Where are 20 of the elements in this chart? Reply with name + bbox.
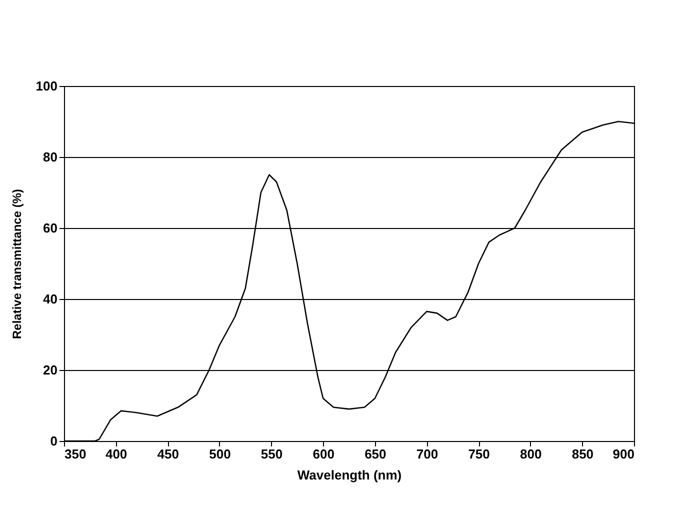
x-tick-label: 750 — [468, 446, 490, 462]
y-tick-label: 40 — [43, 292, 58, 306]
x-tick-label: 650 — [364, 446, 386, 462]
y-tick-label: 20 — [43, 362, 58, 378]
y-tick-label: 60 — [43, 220, 58, 236]
x-tick-label: 600 — [312, 446, 334, 462]
y-tick-label: 80 — [43, 150, 58, 164]
x-tick-label: 850 — [572, 446, 594, 462]
y-tick-label: 100 — [36, 78, 58, 94]
x-tick-label: 350 — [64, 446, 86, 462]
x-tick-label: 500 — [209, 446, 231, 462]
x-tick-label: 800 — [520, 446, 542, 462]
y-axis-title: Relative transmittance (%) — [10, 188, 24, 340]
x-axis-title: Wavelength (nm) — [297, 468, 402, 482]
y-tick-label: 0 — [50, 434, 58, 448]
x-tick-label: 450 — [157, 446, 179, 462]
x-tick-label: 400 — [105, 446, 128, 462]
x-tick-label: 550 — [260, 446, 283, 462]
x-tick-label: 700 — [416, 446, 438, 462]
x-tick-label: 900 — [612, 446, 634, 462]
